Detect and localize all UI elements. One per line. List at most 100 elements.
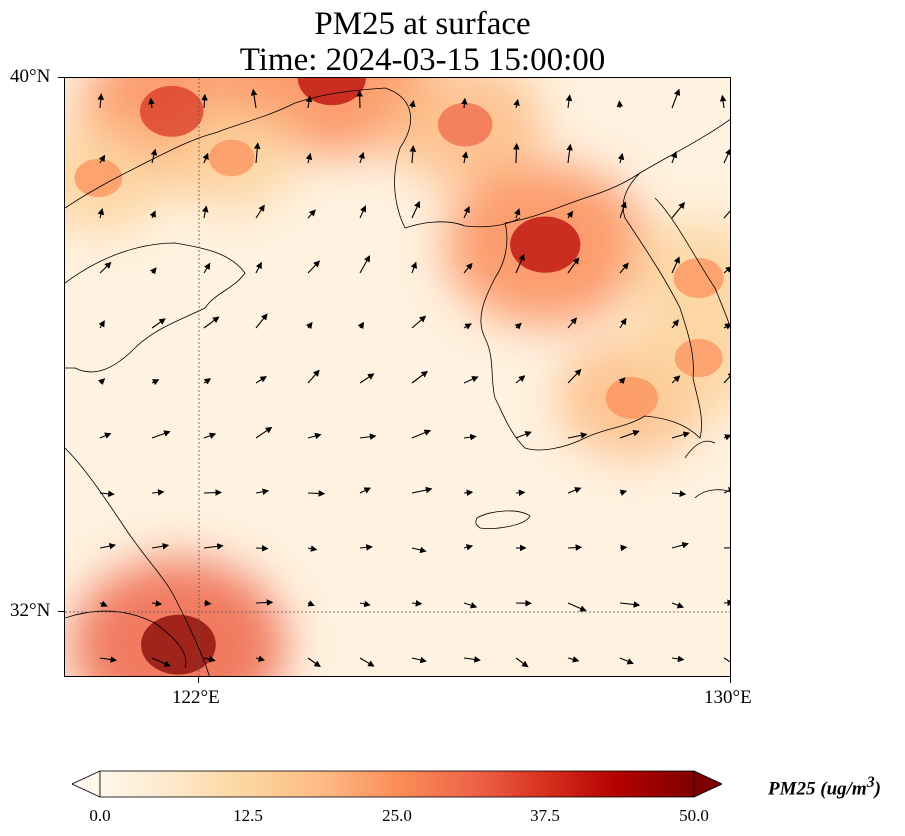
wind-arrow — [723, 487, 730, 494]
wind-arrow — [151, 542, 170, 550]
wind-arrow — [671, 541, 689, 549]
wind-arrow — [671, 602, 685, 609]
wind-arrow — [359, 600, 371, 608]
wind-arrow — [151, 430, 171, 439]
wind-arrow — [307, 545, 318, 552]
wind-arrow — [618, 377, 626, 385]
wind-arrow — [201, 205, 209, 219]
wind-arrow — [671, 319, 679, 329]
wind-arrow — [723, 148, 730, 164]
colorbar-tick-1: 12.5 — [233, 806, 263, 825]
map-subtitle-time: Time: 2024-03-15 15:00:00 — [239, 42, 606, 78]
wind-arrow — [515, 375, 526, 384]
wind-arrow — [255, 426, 273, 439]
pm25-hotspot-core — [208, 139, 255, 177]
wind-arrow — [305, 95, 313, 109]
pm25-hotspot-core — [297, 78, 366, 106]
wind-arrow — [617, 152, 625, 164]
wind-arrow — [619, 657, 634, 665]
wind-arrow — [99, 656, 118, 663]
lon-label-122e: 122°E — [172, 687, 220, 708]
wind-arrow — [411, 315, 427, 329]
wind-arrow — [723, 203, 730, 219]
wind-arrow — [307, 657, 321, 668]
colorbar-gradient — [99, 770, 695, 798]
wind-arrow — [201, 93, 208, 109]
wind-arrow — [411, 200, 421, 219]
wind-arrow — [463, 544, 474, 551]
wind-arrow — [203, 262, 211, 274]
wind-arrow — [99, 261, 112, 274]
wind-arrow — [514, 322, 522, 330]
wind-arrow — [567, 602, 587, 612]
wind-arrow — [255, 545, 269, 552]
wind-arrow — [255, 204, 265, 219]
wind-arrow — [151, 318, 166, 329]
wind-arrow — [359, 657, 375, 667]
wind-arrow — [566, 143, 573, 164]
wind-arrow — [202, 152, 209, 164]
wind-arrow — [149, 210, 156, 219]
wind-arrow — [98, 378, 106, 386]
wind-arrow — [616, 100, 624, 109]
wind-arrow — [307, 490, 326, 497]
wind-arrow — [567, 487, 582, 494]
wind-arrow — [99, 600, 108, 607]
wind-arrow — [359, 433, 377, 440]
wind-arrow — [307, 260, 321, 274]
wind-arrow — [99, 432, 112, 439]
wind-arrow — [567, 432, 588, 439]
wind-arrow — [255, 376, 267, 384]
wind-arrow — [671, 256, 680, 274]
wind-arrow — [411, 656, 427, 664]
wind-arrow — [203, 543, 224, 550]
wind-arrow — [461, 97, 468, 109]
wind-arrow — [723, 323, 730, 330]
pm25-field-svg — [65, 78, 730, 676]
wind-arrow — [723, 266, 730, 274]
wind-arrow — [463, 602, 478, 609]
wind-arrow — [670, 151, 678, 164]
wind-arrow — [671, 375, 681, 384]
wind-arrow — [150, 148, 158, 164]
wind-arrow — [409, 145, 417, 164]
wind-arrow — [305, 321, 313, 330]
wind-arrow — [723, 599, 730, 607]
wind-arrow — [567, 257, 580, 274]
wind-arrow — [149, 267, 157, 275]
wind-arrow — [255, 655, 266, 662]
wind-arrow — [515, 431, 532, 439]
pm25-hotspot-core — [605, 377, 659, 419]
colorbar-tick-2: 25.0 — [382, 806, 412, 825]
wind-vectors — [97, 88, 730, 668]
map-plot-area — [64, 77, 731, 677]
wind-arrow — [359, 205, 367, 219]
lat-tick-40n — [58, 77, 64, 78]
wind-arrow — [463, 656, 481, 663]
wind-arrow — [255, 599, 274, 606]
wind-arrow — [723, 434, 730, 441]
wind-arrow — [619, 489, 628, 496]
wind-arrow — [307, 600, 315, 607]
wind-arrow — [98, 320, 105, 329]
wind-arrow — [619, 317, 627, 329]
wind-arrow — [307, 209, 316, 219]
wind-arrow — [359, 373, 375, 384]
lat-label-40n: 40°N — [10, 66, 51, 87]
lon-tick-130e — [730, 677, 731, 683]
wind-arrow — [567, 317, 578, 329]
wind-arrow — [148, 97, 155, 109]
wind-arrow — [99, 542, 116, 550]
wind-arrow — [151, 379, 160, 386]
wind-arrow — [358, 151, 365, 164]
wind-arrow — [97, 208, 105, 219]
map-title: PM25 at surface — [314, 6, 531, 42]
wind-arrow — [203, 432, 217, 439]
colorbar-tick-4: 50.0 — [679, 806, 709, 825]
wind-arrow — [513, 142, 520, 164]
wind-arrow — [411, 600, 423, 607]
pm25-hotspot-core — [139, 85, 204, 137]
wind-arrow — [99, 490, 115, 498]
lon-tick-122e — [198, 677, 199, 683]
lat-label-32n: 32°N — [10, 600, 51, 621]
